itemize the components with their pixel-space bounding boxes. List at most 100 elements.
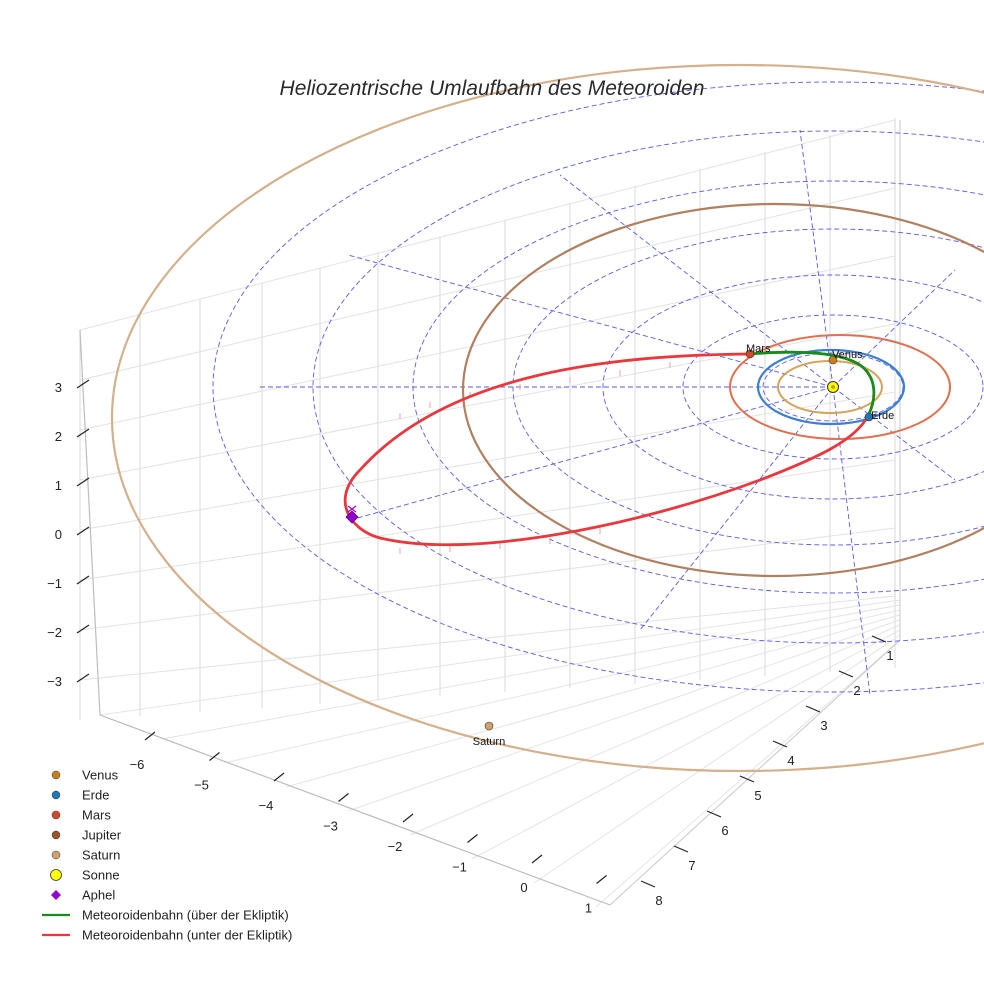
legend-symbol [51, 890, 61, 900]
planet-marker-saturn [484, 721, 494, 731]
grid-line-floor [595, 639, 901, 908]
polar-spoke [799, 129, 834, 388]
y-tick-label: 3 [820, 718, 827, 733]
polar-ring [212, 81, 984, 693]
y-tick-mark [640, 880, 656, 888]
x-tick-mark [209, 752, 220, 761]
polar-spoke [349, 386, 834, 521]
grid-line-horizontal [79, 255, 896, 431]
legend-item-meteoroidenbahn[interactable]: Meteoroidenbahn (über der Ekliptik) [42, 908, 289, 923]
y-tick-mark [805, 705, 821, 713]
z-tick-mark [76, 379, 90, 389]
planet-markers: Mars Venus Erde Saturn [345, 343, 894, 748]
meteoroid-orbit [343, 350, 876, 554]
legend-item-erde[interactable]: Erde [51, 788, 109, 803]
x-tick-mark [467, 834, 478, 843]
axis-frame [79, 329, 611, 906]
orbit-jupiter [461, 202, 984, 578]
grid-line-horizontal [79, 187, 896, 381]
y-tick-label: 7 [688, 858, 695, 873]
y-tick-mark [871, 635, 887, 643]
orbit-saturn [111, 64, 984, 772]
x-tick-label: −3 [323, 819, 338, 834]
legend-symbol [51, 770, 61, 780]
z-tick-label: 0 [55, 527, 62, 542]
y-tick-mark [772, 740, 788, 748]
legend-label: Jupiter [82, 828, 122, 843]
planet-marker-mars [745, 349, 755, 359]
legend-item-venus[interactable]: Venus [51, 768, 119, 783]
planet-orbits [111, 64, 984, 772]
planet-label-venus: Venus [832, 349, 863, 361]
x-tick-mark [531, 854, 543, 864]
grid-line-horizontal [79, 595, 896, 681]
z-tick-mark [76, 526, 90, 536]
polar-spoke [347, 254, 834, 388]
legend-item-meteoroidenbahn[interactable]: Meteoroidenbahn (unter der Ekliptik) [42, 928, 292, 943]
y-tick-mark [838, 670, 854, 678]
x-tick-label: 0 [520, 880, 527, 895]
legend-label: Erde [82, 788, 109, 803]
meteoroid-orbit-above [749, 350, 876, 417]
orbit-erde [756, 348, 906, 426]
polar-ring [682, 314, 984, 460]
axis-grid [79, 118, 901, 908]
x-tick-label: −1 [452, 860, 467, 875]
z-tick-label: 3 [55, 380, 62, 395]
z-tick-label: −3 [47, 674, 62, 689]
x-tick-label: −2 [388, 839, 403, 854]
legend[interactable]: Venus Erde Mars Jupiter Saturn Sonne Aphel Mete… [42, 768, 292, 943]
legend-item-jupiter[interactable]: Jupiter [51, 828, 122, 843]
z-tick-mark [76, 673, 90, 683]
y-tick-label: 2 [853, 683, 860, 698]
orbit-mars [729, 334, 951, 440]
legend-label: Sonne [82, 868, 120, 883]
polar-ring [602, 274, 984, 500]
chart-title: Heliozentrische Umlaufbahn des Meteoroid… [280, 77, 705, 100]
legend-label: Saturn [82, 848, 120, 863]
planet-label-mars: Mars [746, 343, 771, 355]
aphel-cross [347, 505, 357, 513]
x-tick-mark [273, 772, 285, 782]
z-tick-label: −2 [47, 625, 62, 640]
legend-label: Meteoroidenbahn (über der Ekliptik) [82, 908, 289, 923]
legend-item-sonne[interactable]: Sonne [50, 868, 120, 883]
grid-line-horizontal [79, 119, 896, 331]
legend-label: Meteoroidenbahn (unter der Ekliptik) [82, 928, 292, 943]
axis-ticks: 3 2 1 0 −1 −2 −3 −6 −5 −4 −3 −2 −1 0 1 1 2 3 4 5 6 7 8 [47, 379, 894, 916]
legend-symbol [51, 790, 61, 800]
polar-ring [312, 130, 984, 644]
legend-item-saturn[interactable]: Saturn [51, 848, 120, 863]
y-tick-mark [673, 845, 689, 853]
grid-line-horizontal [79, 323, 896, 481]
grid-line-floor [347, 619, 901, 812]
planet-marker-erde [864, 412, 874, 422]
z-tick-label: 1 [55, 478, 62, 493]
legend-label: Aphel [82, 888, 115, 903]
grid-line-floor [99, 599, 901, 716]
legend-item-aphel[interactable]: Aphel [51, 888, 115, 903]
planet-marker-venus [828, 355, 838, 365]
grid-line-floor [285, 614, 901, 788]
legend-symbol [51, 830, 61, 840]
z-tick-mark [76, 624, 90, 634]
axis-frame-right [609, 120, 901, 906]
polar-spoke [832, 386, 956, 481]
x-tick-mark [596, 875, 607, 884]
x-tick-label: −4 [259, 798, 274, 813]
legend-item-mars[interactable]: Mars [51, 808, 111, 823]
y-tick-label: 6 [721, 823, 728, 838]
y-tick-label: 5 [754, 788, 761, 803]
x-tick-label: 1 [585, 901, 592, 916]
aphel-marker [345, 510, 359, 524]
grid-line-floor [471, 629, 901, 860]
grid-line-floor [161, 604, 901, 740]
z-tick-mark [76, 575, 90, 585]
legend-symbol [50, 869, 62, 881]
x-tick-mark [402, 813, 414, 823]
z-tick-mark [76, 428, 90, 438]
y-tick-mark [739, 775, 755, 783]
x-tick-mark [144, 731, 156, 741]
polar-spoke [832, 269, 956, 388]
